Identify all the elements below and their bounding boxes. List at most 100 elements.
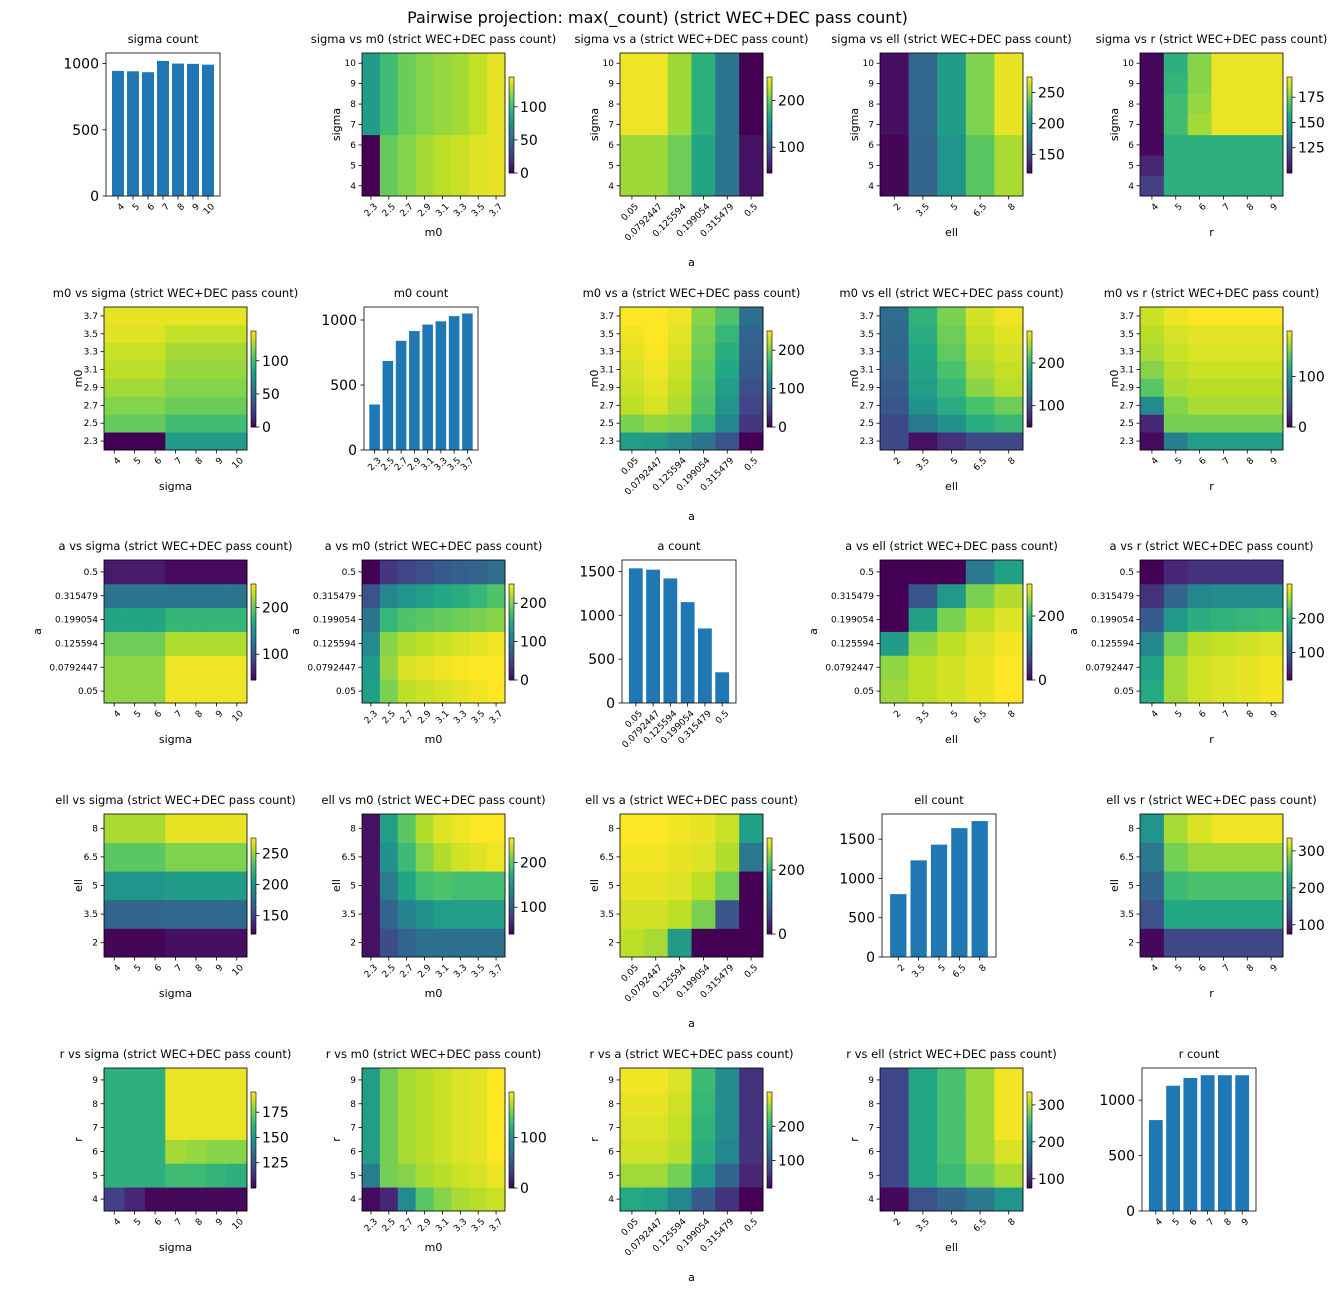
heat-cell-5-3.3 bbox=[124, 342, 146, 362]
colorbar-segment bbox=[1287, 605, 1292, 609]
bar-2.7 bbox=[395, 340, 407, 450]
colorbar-segment bbox=[509, 596, 514, 599]
heat-cell-2.3-6 bbox=[362, 1139, 381, 1164]
heat-cell-4-5 bbox=[1140, 155, 1165, 176]
y-tick-label: 9 bbox=[608, 1076, 614, 1086]
bar-0.5 bbox=[715, 672, 730, 703]
heat-cell-0.05-9 bbox=[620, 1068, 645, 1093]
heat-cell-0.315479-3.5 bbox=[715, 899, 740, 929]
colorbar-segment bbox=[509, 629, 514, 633]
colorbar-segment bbox=[1027, 376, 1032, 380]
heat-cell-5-2.9 bbox=[124, 378, 146, 397]
heat-cell-2.5-4 bbox=[379, 175, 399, 197]
colorbar-tick-label: 200 bbox=[520, 596, 547, 612]
colorbar-segment bbox=[1287, 869, 1292, 872]
colorbar-segment bbox=[509, 926, 514, 930]
colorbar-segment bbox=[767, 1185, 772, 1189]
y-tick-label: 0.0792447 bbox=[1085, 663, 1134, 673]
colorbar-segment bbox=[1027, 357, 1032, 361]
bar-3.7 bbox=[462, 313, 473, 450]
panel-3-4: ell vs r (strict WEC+DEC pass count)4 5 6 7… bbox=[1106, 793, 1324, 1000]
colorbar-segment bbox=[509, 1180, 514, 1184]
colorbar-segment bbox=[509, 586, 514, 590]
y-tick-label: 0.5 bbox=[1120, 568, 1134, 578]
x-tick-label: 2.3 bbox=[363, 202, 380, 219]
heat-cell-8-10 bbox=[994, 53, 1024, 74]
colorbar-segment bbox=[1287, 115, 1292, 119]
colorbar-segment bbox=[1027, 1116, 1032, 1119]
heat-cell-9-2 bbox=[1259, 928, 1284, 958]
y-axis-label: sigma bbox=[1108, 108, 1121, 141]
heat-cell-10-0.125594 bbox=[226, 631, 248, 656]
colorbar-segment bbox=[509, 156, 514, 159]
y-axis-label: r bbox=[848, 1137, 861, 1142]
colorbar-segment bbox=[767, 355, 772, 358]
heat-cell-3.7-0.05 bbox=[487, 679, 506, 704]
y-tick-label: 5 bbox=[608, 882, 614, 892]
colorbar-segment bbox=[1027, 1180, 1032, 1184]
colorbar-segment bbox=[1287, 854, 1292, 858]
heat-cell-5-2.3 bbox=[124, 432, 146, 451]
heat-cell-3.5-0.5 bbox=[469, 560, 488, 585]
colorbar-segment bbox=[1027, 677, 1032, 681]
figure-title: Pairwise projection: max(_count) (strict… bbox=[407, 8, 908, 27]
heat-cell-5-0.125594 bbox=[937, 631, 967, 656]
colorbar-segment bbox=[767, 120, 772, 123]
heat-cell-6.5-3.1 bbox=[965, 360, 995, 379]
y-tick-label: 4 bbox=[608, 182, 614, 192]
colorbar-segment bbox=[767, 919, 772, 923]
colorbar-segment bbox=[767, 1152, 772, 1155]
colorbar-tick-label: 250 bbox=[1038, 85, 1065, 101]
colorbar-segment bbox=[509, 593, 514, 597]
colorbar-frame bbox=[1026, 583, 1033, 681]
colorbar-segment bbox=[509, 617, 514, 621]
colorbar-segment bbox=[251, 1159, 256, 1162]
heat-cell-3.3-5 bbox=[451, 871, 470, 901]
colorbar-tick-label: 100 bbox=[520, 900, 547, 916]
y-tick-label: 1500 bbox=[839, 832, 875, 848]
heat-cell-0.125594-5 bbox=[667, 1163, 692, 1188]
panel-4-0: r vs sigma (strict WEC+DEC pass count)4 5… bbox=[60, 1047, 292, 1254]
y-tick-label: 6 bbox=[608, 1147, 614, 1157]
heat-cell-5-6.5 bbox=[124, 842, 146, 872]
colorbar-segment bbox=[251, 881, 256, 884]
colorbar-segment bbox=[1287, 866, 1292, 870]
colorbar-segment bbox=[251, 847, 256, 851]
heat-cell-9-5 bbox=[206, 871, 227, 901]
colorbar-segment bbox=[767, 163, 772, 167]
heat-cell-7-5 bbox=[1211, 871, 1236, 901]
heat-cell-9-7 bbox=[206, 1115, 227, 1140]
colorbar-segment bbox=[251, 893, 256, 896]
colorbar-segment bbox=[1027, 1130, 1032, 1134]
bar-2.5 bbox=[382, 360, 394, 450]
colorbar-segment bbox=[251, 871, 256, 875]
colorbar-segment bbox=[1027, 1176, 1032, 1179]
colorbar-segment bbox=[251, 352, 256, 356]
heat-cell-2.9-0.5 bbox=[415, 560, 434, 585]
bar-0.315479 bbox=[698, 628, 712, 703]
colorbar-segment bbox=[1287, 89, 1292, 92]
x-tick-label: 4 bbox=[1154, 1217, 1165, 1228]
y-tick-label: 7 bbox=[1128, 121, 1134, 131]
panel-title: m0 vs ell (strict WEC+DEC pass count) bbox=[839, 286, 1063, 300]
x-tick-label: 9 bbox=[214, 963, 225, 974]
panel-title: a vs r (strict WEC+DEC pass count) bbox=[1110, 539, 1314, 553]
heat-cell-8-0.05 bbox=[994, 679, 1024, 704]
y-tick-label: 6 bbox=[350, 141, 356, 151]
y-tick-label: 0 bbox=[606, 696, 615, 712]
heat-cell-5-8 bbox=[937, 1091, 967, 1117]
colorbar-segment bbox=[1027, 161, 1032, 164]
heat-cell-4-2.5 bbox=[104, 414, 125, 433]
colorbar-segment bbox=[767, 86, 772, 90]
colorbar-tick-label: 175 bbox=[262, 1105, 289, 1121]
colorbar-segment bbox=[251, 1130, 256, 1134]
heat-cell-4-3.5 bbox=[1140, 324, 1165, 344]
colorbar-segment bbox=[1287, 153, 1292, 157]
colorbar-segment bbox=[509, 134, 514, 138]
colorbar-segment bbox=[767, 1164, 772, 1167]
colorbar-segment bbox=[1287, 359, 1292, 363]
heat-cell-10-2.5 bbox=[226, 414, 248, 433]
heat-cell-3.5-3.1 bbox=[908, 360, 938, 379]
colorbar-segment bbox=[767, 347, 772, 351]
colorbar-segment bbox=[1287, 77, 1292, 80]
